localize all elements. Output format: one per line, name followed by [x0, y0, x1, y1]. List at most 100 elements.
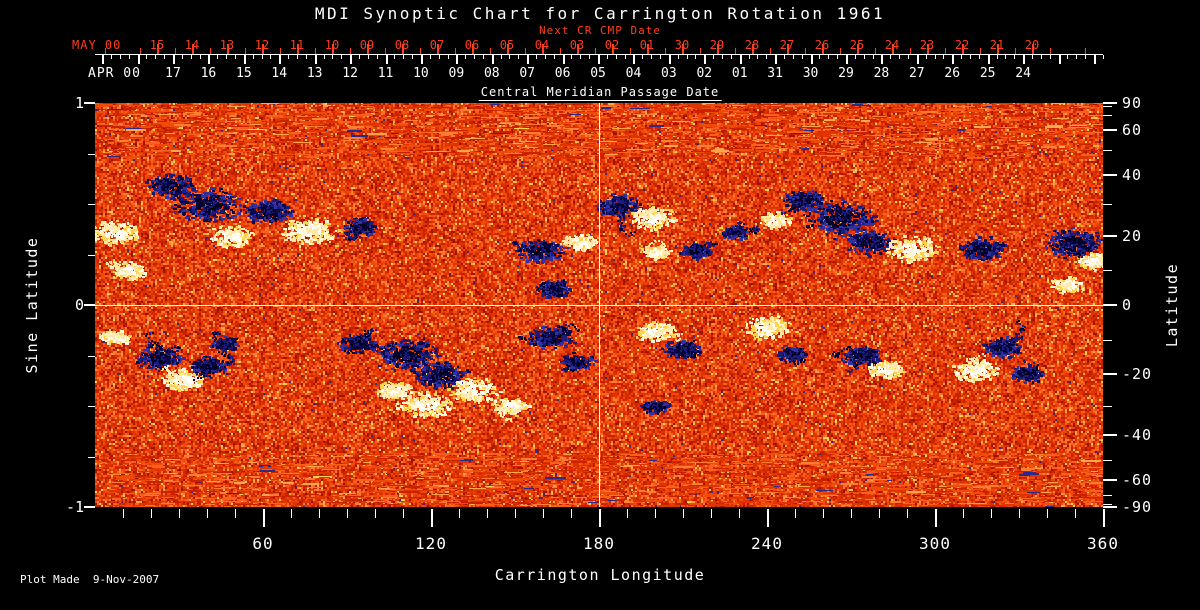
- cmp-white-quarterday-tick: [926, 55, 927, 59]
- cmp-white-quarterday-tick: [518, 55, 519, 59]
- page-title: MDI Synoptic Chart for Carrington Rotati…: [314, 4, 886, 23]
- latitude-major-tick: [1103, 506, 1117, 508]
- latitude-minor-tick: [1103, 270, 1112, 271]
- cmp-white-day-tick: [775, 55, 777, 64]
- cmp-white-day-tick: [350, 55, 352, 64]
- cmp-red-day-tick: [787, 44, 789, 54]
- cmp-red-day-tick: [822, 44, 824, 54]
- cmp-white-date-label: 13: [306, 66, 323, 81]
- cmp-white-quarterday-tick: [297, 55, 298, 59]
- cmp-white-date-label: 01: [731, 66, 748, 81]
- cmp-white-quarterday-tick: [873, 55, 874, 59]
- longitude-minor-tick: [851, 509, 852, 518]
- cmp-red-halfday-tick: [525, 48, 526, 54]
- longitude-minor-tick: [655, 509, 656, 518]
- cmp-red-day-tick: [227, 44, 229, 54]
- cmp-white-day-tick: [811, 55, 813, 64]
- latitude-minor-tick: [1103, 115, 1112, 116]
- cmp-white-quarterday-tick: [465, 55, 466, 59]
- cmp-white-day-tick: [563, 55, 565, 64]
- longitude-minor-tick: [543, 509, 544, 518]
- longitude-minor-tick: [991, 509, 992, 518]
- latitude-tick-label: -20: [1122, 365, 1153, 384]
- cmp-white-quarterday-tick: [359, 55, 360, 59]
- cmp-white-quarterday-tick: [288, 55, 289, 59]
- longitude-tick-label: 240: [751, 534, 783, 553]
- cmp-red-halfday-tick: [805, 48, 806, 54]
- cmp-white-quarterday-tick: [784, 55, 785, 59]
- cmp-white-quarterday-tick: [864, 55, 865, 59]
- cmp-white-date-label: 27: [908, 66, 925, 81]
- latitude-tick-label: 0: [1122, 296, 1133, 314]
- cmp-white-quarterday-tick: [412, 55, 413, 59]
- cmp-red-halfday-tick: [105, 48, 106, 54]
- longitude-minor-tick: [291, 509, 292, 518]
- cmp-white-quarterday-tick: [899, 55, 900, 59]
- cmp-white-quarterday-tick: [731, 55, 732, 59]
- cmp-white-day-tick: [315, 55, 317, 64]
- cmp-red-day-tick: [192, 44, 194, 54]
- cmp-white-day-tick: [952, 55, 954, 64]
- cmp-white-quarterday-tick: [1103, 55, 1104, 59]
- cmp-white-quarterday-tick: [642, 55, 643, 59]
- longitude-minor-tick: [1019, 509, 1020, 518]
- cmp-white-quarterday-tick: [235, 55, 236, 59]
- latitude-minor-tick: [1103, 495, 1112, 496]
- cmp-red-day-tick: [997, 44, 999, 54]
- longitude-minor-tick: [151, 509, 152, 518]
- cmp-white-quarterday-tick: [217, 55, 218, 59]
- cmp-white-date-label: 04: [625, 66, 642, 81]
- cmp-white-day-tick: [386, 55, 388, 64]
- cmp-white-quarterday-tick: [1076, 55, 1077, 59]
- cmp-red-day-tick: [612, 44, 614, 54]
- cmp-red-day-tick: [892, 44, 894, 54]
- cmp-white-quarterday-tick: [509, 55, 510, 59]
- cmp-white-date-label: 14: [271, 66, 288, 81]
- cmp-white-quarterday-tick: [262, 55, 263, 59]
- longitude-minor-tick: [319, 509, 320, 518]
- cmp-white-quarterday-tick: [819, 55, 820, 59]
- cmp-white-quarterday-tick: [324, 55, 325, 59]
- cmp-red-halfday-tick: [1015, 48, 1016, 54]
- cmp-red-halfday-tick: [490, 48, 491, 54]
- cmp-red-halfday-tick: [840, 48, 841, 54]
- cmp-red-day-tick: [542, 44, 544, 54]
- cmp-red-halfday-tick: [665, 48, 666, 54]
- longitude-major-tick: [599, 509, 601, 527]
- cmp-white-quarterday-tick: [943, 55, 944, 59]
- cmp-red-day-tick: [857, 44, 859, 54]
- latitude-tick-label: 20: [1122, 226, 1143, 245]
- latitude-tick-label: -40: [1122, 425, 1153, 444]
- cmp-white-quarterday-tick: [580, 55, 581, 59]
- latitude-tick-label: 60: [1122, 121, 1143, 140]
- x-axis-title: Carrington Longitude: [494, 566, 706, 584]
- cmp-white-quarterday-tick: [332, 55, 333, 59]
- longitude-major-tick: [767, 509, 769, 527]
- cmp-red-day-tick: [367, 44, 369, 54]
- longitude-minor-tick: [823, 509, 824, 518]
- cmp-red-halfday-tick: [245, 48, 246, 54]
- cmp-red-halfday-tick: [210, 48, 211, 54]
- cmp-white-day-tick: [279, 55, 281, 64]
- latitude-major-tick: [1103, 373, 1117, 375]
- latitude-tick-label: -90: [1122, 498, 1153, 516]
- cmp-white-day-tick: [456, 55, 458, 64]
- longitude-minor-tick: [711, 509, 712, 518]
- cmp-white-quarterday-tick: [979, 55, 980, 59]
- cmp-white-quarterday-tick: [554, 55, 555, 59]
- cmp-white-day-tick: [633, 55, 635, 64]
- cmp-red-halfday-tick: [1085, 48, 1086, 54]
- longitude-tick-label: 60: [252, 534, 274, 553]
- latitude-major-tick: [1103, 102, 1117, 104]
- cmp-white-quarterday-tick: [501, 55, 502, 59]
- cmp-white-day-tick: [917, 55, 919, 64]
- longitude-minor-tick: [487, 509, 488, 518]
- longitude-minor-tick: [235, 509, 236, 518]
- latitude-tick-label: 40: [1122, 166, 1143, 185]
- cmp-white-quarterday-tick: [439, 55, 440, 59]
- cmp-white-day-tick: [527, 55, 529, 64]
- latitude-major-tick: [1103, 174, 1117, 176]
- longitude-minor-tick: [683, 509, 684, 518]
- cmp-white-date-label: 03: [661, 66, 677, 81]
